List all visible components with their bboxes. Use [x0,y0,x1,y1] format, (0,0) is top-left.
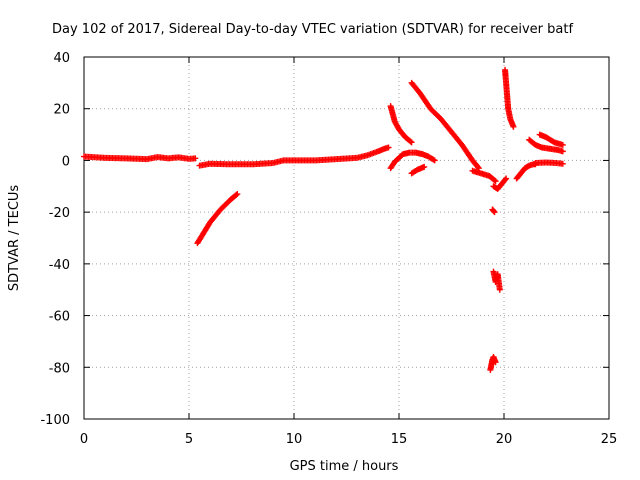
x-tick-label: 10 [286,432,303,447]
y-tick-label: -100 [40,413,70,428]
data-point [408,139,415,146]
chart-title: Day 102 of 2017, Sidereal Day-to-day VTE… [52,22,573,37]
x-tick-label: 5 [185,432,193,447]
y-tick-label: 20 [53,103,70,118]
y-tick-label: -60 [49,310,70,325]
data-point [503,175,510,182]
data-point [430,156,437,163]
y-tick-label: 40 [53,51,70,66]
data-point [385,144,392,151]
data-point [407,138,414,145]
data-point [491,209,498,216]
data-point [491,177,498,184]
x-tick-label: 0 [80,432,88,447]
data-point [492,178,499,185]
data-point [502,176,509,183]
data-point [474,164,481,171]
data-point [492,359,499,366]
y-tick-label: -20 [49,206,70,221]
data-point [559,141,566,148]
axis-ticks: 0 5 10 15 20 25 40 20 0 -20 -40 -60 -80 -100 [40,51,617,447]
data-point [510,123,517,130]
data-points [81,66,566,373]
data-point [496,286,503,293]
data-point [421,163,428,170]
data-point [431,157,438,164]
y-axis-label: SDTVAR / TECUs [7,185,22,292]
plot-frame [83,56,610,420]
y-tick-label: -80 [49,361,70,376]
y-tick-label: 0 [62,154,70,169]
grid-lines [84,57,609,419]
y-tick-label: -40 [49,258,70,273]
data-point [233,191,240,198]
data-point [234,191,241,198]
x-tick-label: 20 [496,432,513,447]
x-tick-label: 15 [391,432,408,447]
x-axis-label: GPS time / hours [290,459,399,474]
data-point [559,148,566,155]
x-tick-label: 25 [601,432,618,447]
data-point [559,160,566,167]
data-point [192,155,199,162]
